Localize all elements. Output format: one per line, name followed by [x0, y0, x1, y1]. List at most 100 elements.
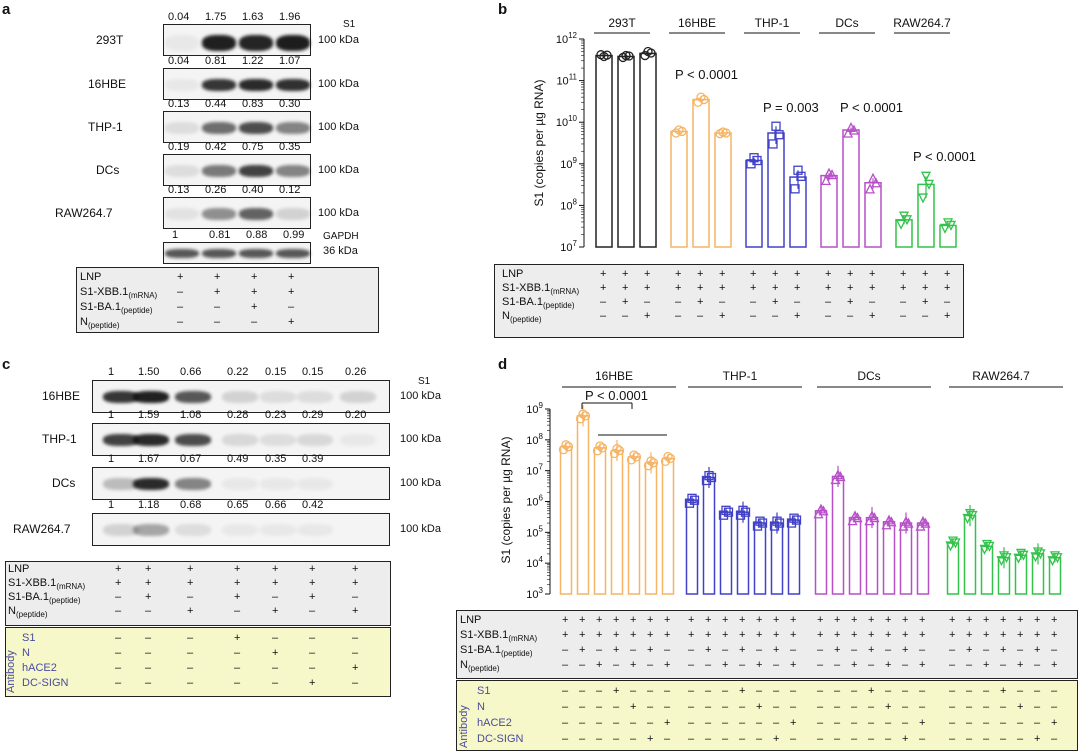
- legend-d-sign: –: [949, 659, 956, 671]
- antibody-sign: –: [630, 717, 637, 729]
- quant-value: 0.66: [265, 499, 287, 511]
- legend-d-sign: –: [579, 659, 586, 671]
- western-blot-c-thp-1: [92, 423, 390, 456]
- legend-d-sign: +: [1000, 614, 1007, 626]
- legend-d-sign: +: [1034, 629, 1041, 641]
- data-point-d: [967, 510, 978, 522]
- legend-d-sign: +: [834, 614, 841, 626]
- kda-marker: 100 kDa: [318, 164, 359, 176]
- legend-c-sign: –: [187, 591, 194, 603]
- data-point-d: [835, 470, 846, 482]
- antibody-sign: –: [902, 685, 909, 697]
- kda-marker: 100 kDa: [400, 477, 441, 489]
- antibody-sign: –: [1051, 685, 1058, 697]
- quant-value: 0.26: [205, 184, 227, 196]
- bar-d: [787, 519, 801, 595]
- y-tick-label-b: 1012: [556, 31, 578, 46]
- antibody-sign: –: [949, 733, 956, 745]
- quant-value: 0.22: [227, 366, 249, 378]
- data-point-d: [903, 517, 914, 528]
- data-point-b: [693, 97, 703, 108]
- blot-band: [165, 79, 199, 91]
- quant-value: 1.07: [279, 55, 301, 67]
- data-point-b: [820, 174, 832, 186]
- y-axis-label-b: S1 (copies per µg RNA): [532, 80, 546, 207]
- legend-d-sign: +: [579, 614, 586, 626]
- legend-b-sign: +: [900, 268, 907, 280]
- antibody-sign: –: [352, 647, 359, 659]
- blot-band: [103, 478, 139, 490]
- blot-band: [276, 122, 310, 134]
- antibody-sign: –: [272, 662, 279, 674]
- legend-d-sign: +: [919, 629, 926, 641]
- legend-c-sign: +: [309, 577, 316, 589]
- legend-b-sign: –: [944, 296, 951, 308]
- condition-legend-c: [5, 561, 391, 626]
- blot-band: [202, 208, 236, 220]
- antibody-sign: –: [596, 733, 603, 745]
- antibody-sign: –: [834, 685, 841, 697]
- antibody-sign: –: [790, 701, 797, 713]
- legend-d-sign: +: [1000, 629, 1007, 641]
- western-blot-gapdh: [163, 242, 311, 264]
- legend-d-sign: +: [949, 614, 956, 626]
- blot-band: [133, 524, 169, 536]
- bar-d: [702, 476, 716, 595]
- quant-value: 1: [172, 229, 179, 241]
- quant-value: 0.44: [205, 98, 227, 110]
- legend-b-sign: +: [697, 296, 704, 308]
- quant-value: 0.49: [227, 453, 249, 465]
- data-point-d: [1013, 553, 1024, 564]
- data-point-b: [864, 183, 876, 194]
- blot-band: [276, 79, 310, 91]
- blot-band: [276, 165, 310, 177]
- legend-d-sign: +: [966, 644, 973, 656]
- antibody-sign: +: [647, 733, 654, 745]
- data-point-d: [818, 505, 829, 516]
- legend-d-label: LNP: [460, 614, 482, 626]
- cell-line-label: DCs: [52, 476, 76, 490]
- legend-b-sign: –: [622, 310, 629, 322]
- condition-legend-d: [456, 610, 1078, 679]
- data-point-d: [735, 510, 746, 520]
- cell-line-label: RAW264.7: [55, 206, 113, 220]
- antibody-sign: +: [613, 685, 620, 697]
- antibody-sign: +: [1017, 701, 1024, 713]
- stat-label-d: P < 0.0001: [585, 388, 648, 403]
- antibody-sign: –: [790, 733, 797, 745]
- antibody-label: hACE2: [477, 717, 512, 729]
- legend-b-sign: –: [750, 296, 757, 308]
- quant-value: 0.68: [180, 499, 202, 511]
- legend-d-sign: +: [851, 629, 858, 641]
- data-point-d: [920, 517, 931, 528]
- group-label-d: 16HBE: [595, 369, 633, 383]
- blot-band: [165, 165, 199, 177]
- legend-b-sign: +: [900, 282, 907, 294]
- antibody-sign: –: [309, 647, 316, 659]
- antibody-sign: –: [817, 733, 824, 745]
- antibody-sign: –: [1034, 701, 1041, 713]
- legend-c-sign: +: [187, 605, 194, 617]
- antibody-sign: –: [272, 677, 279, 689]
- antibody-sign: –: [352, 632, 359, 644]
- antibody-sign: –: [817, 685, 824, 697]
- legend-d-sign: +: [579, 644, 586, 656]
- antibody-sign: –: [647, 717, 654, 729]
- legend-b-sign: +: [772, 268, 779, 280]
- legend-b-label: LNP: [502, 268, 524, 280]
- kda-marker: 100 kDa: [318, 78, 359, 90]
- legend-d-sign: +: [739, 614, 746, 626]
- data-point-b: [848, 124, 860, 135]
- quant-value: 1: [108, 453, 115, 465]
- antibody-sign: –: [983, 733, 990, 745]
- legend-c-sign: –: [145, 605, 152, 617]
- legend-a-sign: –: [251, 316, 258, 328]
- antibody-sign: –: [115, 647, 122, 659]
- data-point-b: [721, 128, 731, 138]
- data-point-d: [1049, 551, 1061, 562]
- condition-legend-b: [494, 264, 964, 338]
- legend-d-sign: –: [868, 659, 875, 671]
- legend-d-sign: +: [902, 614, 909, 626]
- bar-b: [692, 98, 710, 248]
- stat-label-b: P < 0.0001: [840, 100, 903, 115]
